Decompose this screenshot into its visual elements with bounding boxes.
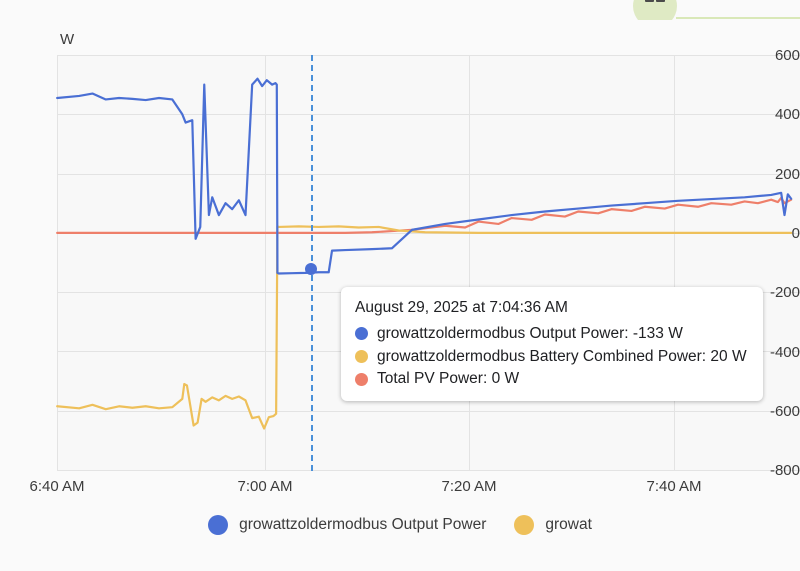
y-tick-200: 200 — [774, 166, 800, 183]
gridline-0 — [57, 233, 800, 234]
gridline-200 — [57, 174, 800, 175]
legend-dot-icon — [208, 515, 229, 535]
series-dot-icon — [355, 327, 368, 341]
legend-dot-icon — [514, 515, 535, 535]
pause-icon — [645, 0, 667, 2]
tooltip-row-label: growattzoldermodbus Battery Combined Pow… — [377, 347, 747, 365]
y-tick-400: 400 — [774, 106, 800, 123]
hover-marker-dot[interactable] — [305, 263, 317, 275]
legend-item-battery-power[interactable]: growat — [514, 515, 592, 535]
gridline-640am — [57, 55, 58, 470]
y-tick-0: 0 — [791, 225, 800, 242]
x-tick-640am: 6:40 AM — [29, 478, 85, 495]
series-dot-icon — [355, 372, 368, 386]
legend-item-label: growattzoldermodbus Output Power — [239, 516, 487, 533]
chart-tooltip: August 29, 2025 at 7:04:36 AM growattzol… — [341, 287, 763, 402]
gridline-n600 — [57, 411, 800, 412]
tooltip-row-pv-power: Total PV Power: 0 W — [355, 370, 749, 388]
tooltip-row-label: growattzoldermodbus Output Power: -133 W — [377, 324, 683, 342]
gridline-600 — [57, 55, 800, 56]
y-tick-n600: -600 — [769, 403, 800, 420]
green-divider — [676, 17, 800, 19]
tooltip-row-output-power: growattzoldermodbus Output Power: -133 W — [355, 325, 749, 343]
tooltip-timestamp: August 29, 2025 at 7:04:36 AM — [355, 299, 568, 316]
tooltip-row-battery-power: growattzoldermodbus Battery Combined Pow… — [355, 348, 749, 366]
plot-area[interactable] — [57, 55, 800, 471]
legend-item-label: growat — [545, 516, 592, 533]
gridline-700am — [265, 55, 266, 470]
gridline-n800 — [57, 470, 800, 471]
tooltip-row-label: Total PV Power: 0 W — [377, 370, 520, 388]
gridline-740am — [674, 55, 675, 470]
series-dot-icon — [355, 350, 368, 364]
gridline-720am — [469, 55, 470, 470]
x-tick-700am: 7:00 AM — [237, 478, 293, 495]
top-overlay-strip — [0, 0, 800, 20]
gridline-400 — [57, 114, 800, 115]
x-tick-720am: 7:20 AM — [441, 478, 497, 495]
status-badge-circle[interactable] — [633, 0, 677, 20]
legend-item-output-power[interactable]: growattzoldermodbus Output Power — [208, 515, 486, 535]
y-axis-unit-label: W — [60, 31, 75, 48]
chart-legend: growattzoldermodbus Output Power growat — [0, 505, 800, 545]
y-tick-600: 600 — [774, 47, 800, 64]
x-tick-740am: 7:40 AM — [646, 478, 702, 495]
y-tick-n800: -800 — [769, 462, 800, 479]
axis-gutter — [0, 0, 57, 470]
